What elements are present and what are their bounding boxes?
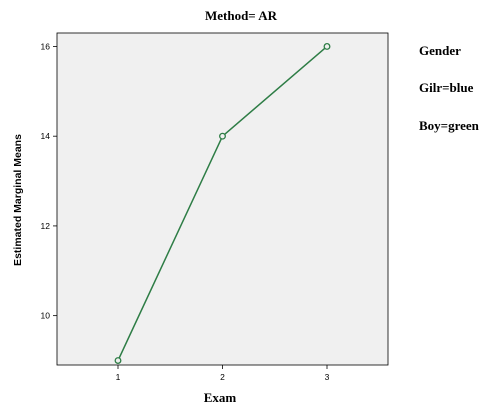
x-axis: 1 2 3 bbox=[116, 365, 330, 382]
y-axis: 10 12 14 16 bbox=[41, 41, 57, 321]
x-tick-label-1: 1 bbox=[116, 372, 121, 382]
data-point-1 bbox=[114, 357, 122, 364]
x-axis-label: Exam bbox=[204, 390, 237, 405]
plot-area bbox=[56, 32, 389, 366]
y-tick-label-12: 12 bbox=[41, 221, 51, 231]
legend-entry-boy: Boy=green bbox=[419, 118, 480, 133]
data-point-2 bbox=[219, 132, 226, 140]
data-point-3 bbox=[323, 43, 331, 50]
x-tick-label-3: 3 bbox=[325, 372, 330, 382]
y-axis-label: Estimated Marginal Means bbox=[12, 134, 24, 266]
legend: Gender Gilr=blue Boy=green bbox=[419, 43, 480, 133]
y-tick-label-10: 10 bbox=[41, 311, 51, 321]
x-tick-label-2: 2 bbox=[220, 372, 225, 382]
legend-entry-girl: Gilr=blue bbox=[419, 80, 474, 95]
y-tick-label-14: 14 bbox=[41, 131, 51, 141]
chart-title: Method= AR bbox=[205, 8, 278, 23]
legend-title: Gender bbox=[419, 43, 461, 58]
y-tick-label-16: 16 bbox=[41, 41, 51, 51]
series-layer bbox=[114, 43, 331, 364]
